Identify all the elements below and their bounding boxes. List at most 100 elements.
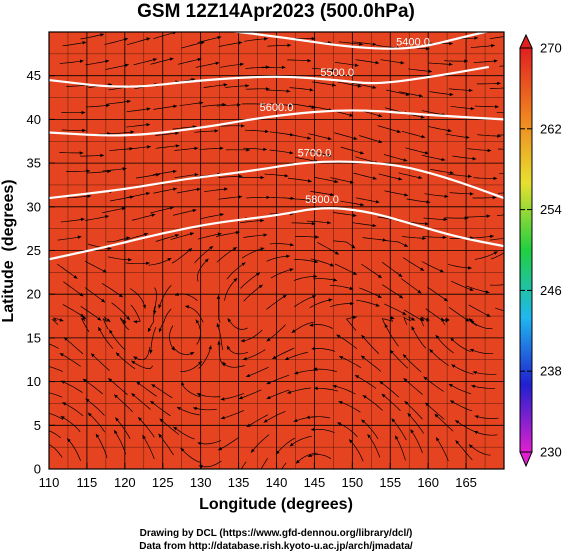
streamline (102, 168, 127, 172)
streamline (87, 243, 112, 250)
streamline (158, 433, 174, 456)
streamline-arrow (281, 65, 286, 70)
streamline-arrow (315, 235, 319, 239)
streamline (294, 295, 317, 308)
streamline (355, 59, 380, 64)
streamline-arrow (264, 129, 269, 134)
streamline-arrow (289, 268, 294, 272)
streamline-arrow (486, 214, 491, 218)
streamline (402, 353, 422, 373)
streamline (309, 324, 333, 329)
streamline-arrow (493, 176, 498, 181)
streamline (362, 237, 387, 241)
streamline (49, 443, 63, 458)
streamline (172, 126, 197, 130)
streamline-arrow (238, 195, 243, 199)
gridlines (49, 32, 504, 469)
streamline (382, 284, 404, 299)
streamline-arrow (245, 84, 250, 88)
streamline (384, 240, 409, 248)
streamline (124, 233, 149, 241)
height-contour-label: 5700.0 (298, 147, 332, 159)
streamline-arrow (265, 87, 270, 91)
x-axis-label: Longitude (degrees) (199, 496, 353, 513)
y-tick-label: 20 (27, 287, 41, 302)
streamline-arrow (402, 311, 407, 315)
streamline (293, 275, 318, 281)
streamline (384, 323, 399, 347)
streamline-arrow (510, 282, 514, 285)
streamline (216, 323, 223, 350)
streamline (104, 38, 128, 45)
streamline-arrow (434, 413, 439, 418)
streamline-arrow (217, 35, 222, 40)
streamline-arrow (420, 317, 424, 322)
streamline-arrow (251, 448, 255, 453)
colorbar-min-triangle (519, 451, 533, 468)
streamline-arrow (256, 272, 260, 277)
streamline-arrow (339, 356, 344, 360)
streamline (80, 306, 102, 321)
streamline-arrow (172, 169, 177, 174)
streamline-arrow (495, 105, 499, 109)
streamline-arrow (311, 221, 316, 226)
streamline-arrow (375, 199, 380, 204)
streamline-arrow (372, 42, 377, 46)
streamline (49, 392, 63, 398)
streamline (150, 57, 174, 65)
streamline-arrow (474, 415, 479, 419)
streamline-arrow (240, 124, 245, 128)
streamline (269, 243, 294, 246)
streamline (220, 410, 244, 419)
streamline (131, 213, 156, 221)
streamline (448, 383, 472, 395)
streamline (87, 170, 112, 174)
streamline (113, 394, 133, 413)
y-axis-label: Latitude (degrees) (0, 179, 17, 322)
streamline (203, 84, 228, 88)
streamline (317, 242, 340, 255)
streamline-arrow (391, 418, 396, 423)
streamline-arrow (233, 278, 238, 282)
streamline-arrow (266, 395, 271, 400)
streamline (352, 82, 377, 89)
streamline-arrow (118, 293, 123, 298)
x-tick-label: 165 (455, 475, 477, 490)
streamline (49, 343, 60, 349)
streamline (338, 41, 363, 45)
streamline-arrow (291, 329, 296, 333)
streamline (101, 283, 124, 298)
streamline-arrow (40, 410, 44, 413)
streamline-arrow (404, 401, 409, 405)
streamline (384, 303, 407, 316)
streamline (136, 381, 157, 397)
streamline-arrow (390, 315, 395, 320)
streamline-arrow (214, 129, 219, 133)
streamline (66, 438, 81, 461)
streamline (133, 58, 157, 66)
streamline-arrow (468, 266, 472, 270)
streamline (181, 381, 201, 398)
streamline-arrow (239, 62, 244, 67)
streamline (176, 406, 200, 416)
streamline (269, 149, 294, 154)
streamline (61, 129, 86, 131)
x-tick-label: 160 (417, 475, 439, 490)
streamline (499, 173, 504, 175)
streamline-arrow (193, 406, 198, 411)
streamline (353, 172, 377, 180)
streamline-arrow (287, 390, 292, 394)
streamline (308, 105, 333, 112)
streamline-arrow (288, 103, 293, 108)
streamline-arrow (398, 177, 403, 181)
streamline-arrow (146, 37, 151, 41)
streamline (422, 236, 447, 238)
streamline-arrow (40, 364, 44, 367)
streamline-arrow (313, 367, 317, 371)
streamline-arrow (407, 413, 412, 417)
streamline-arrow (246, 373, 251, 378)
streamline-arrow (352, 271, 357, 275)
streamline-arrow (429, 349, 434, 353)
streamline (202, 103, 227, 107)
streamline-arrow (175, 131, 179, 135)
